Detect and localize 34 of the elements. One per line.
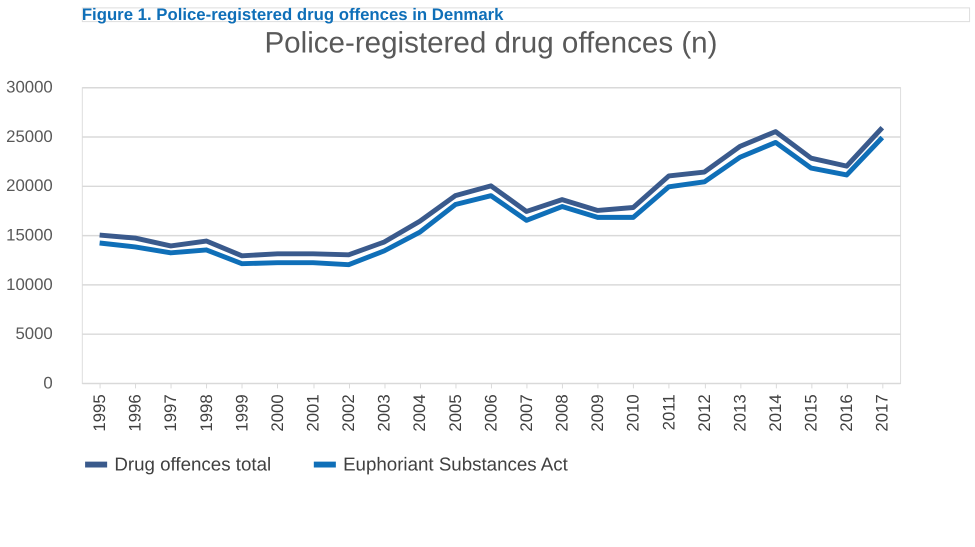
x-tick-label: 2004 [410, 394, 430, 432]
x-tick-label: 2008 [552, 394, 572, 432]
x-tick-label: 1997 [161, 394, 180, 432]
x-tick-label: 1996 [126, 394, 145, 432]
x-tick-label: 2010 [624, 394, 643, 432]
x-tick-label: 2016 [837, 394, 856, 432]
x-tick-label: 2017 [872, 394, 892, 432]
x-tick-label: 2003 [374, 394, 394, 432]
x-tick-label: 2001 [303, 394, 322, 432]
x-tick-label: 2000 [268, 394, 287, 432]
x-tick-label: 2005 [446, 394, 465, 432]
x-tick-label: 2007 [516, 394, 536, 432]
x-tick-label: 1995 [90, 394, 110, 432]
x-tick-label: 2002 [339, 394, 358, 432]
y-tick-label: 0 [43, 373, 53, 392]
y-tick-label: 30000 [6, 78, 53, 97]
x-tick-label: 1998 [196, 394, 216, 432]
x-tick-label: 2013 [730, 394, 750, 432]
y-tick-label: 10000 [6, 274, 53, 294]
chart-title: Police-registered drug offences (n) [264, 26, 718, 60]
y-tick-label: 20000 [6, 176, 53, 196]
x-tick-label: 2012 [694, 394, 714, 432]
y-tick-label: 25000 [6, 126, 53, 146]
legend-label: Euphoriant Substances Act [343, 453, 569, 474]
caption: Figure 1. Police-registered drug offences in Denmark [82, 5, 504, 24]
x-tick-label: 2014 [766, 394, 785, 432]
x-tick-label: 2015 [802, 394, 821, 432]
y-tick-label: 5000 [15, 324, 53, 344]
x-tick-label: 2011 [659, 394, 678, 430]
x-tick-label: 1999 [232, 394, 252, 432]
x-tick-label: 2006 [481, 394, 500, 432]
y-tick-label: 15000 [6, 226, 53, 245]
legend-label: Drug offences total [114, 453, 272, 474]
x-tick-label: 2009 [588, 394, 608, 432]
